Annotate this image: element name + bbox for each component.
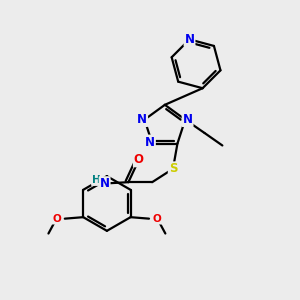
Text: H: H <box>92 175 101 185</box>
Text: N: N <box>100 177 110 190</box>
Text: N: N <box>137 113 147 126</box>
Text: S: S <box>169 162 177 175</box>
Text: O: O <box>153 214 162 224</box>
Text: N: N <box>184 33 194 46</box>
Text: O: O <box>134 153 144 167</box>
Text: N: N <box>145 136 155 148</box>
Text: N: N <box>183 113 193 126</box>
Text: O: O <box>52 214 61 224</box>
